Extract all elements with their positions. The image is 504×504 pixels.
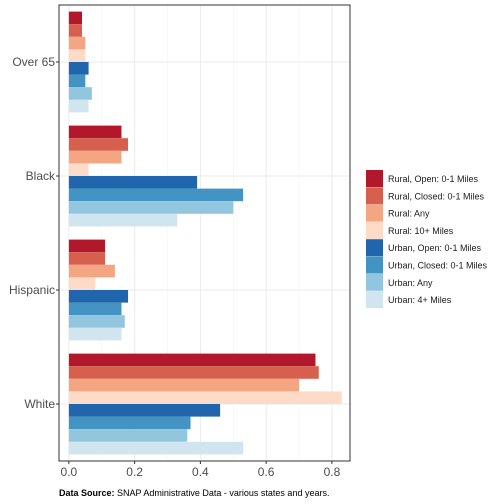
bar-white-1 (68, 366, 319, 379)
bar-white-2 (68, 378, 300, 392)
bar-over-65-1 (68, 24, 83, 37)
bar-black-5 (68, 188, 244, 202)
x-axis: 0.0 0.2 0.4 0.6 0.8 (61, 461, 341, 479)
bar-black-3 (68, 163, 89, 176)
bar-hispanic-4 (68, 290, 129, 303)
bar-over-65-6 (68, 87, 92, 100)
bar-black-4 (68, 176, 198, 189)
legend-label: Rural: Any (388, 209, 430, 219)
legend-label: Urban, Closed: 0-1 Miles (388, 261, 488, 271)
x-tick-label: 0.8 (324, 465, 341, 479)
y-tick-label: Black (26, 169, 56, 183)
x-tick-label: 0.4 (192, 465, 209, 479)
legend-label: Urban: 4+ Miles (388, 295, 452, 305)
bar-over-65-4 (68, 62, 89, 75)
bar-hispanic-7 (68, 327, 122, 341)
bar-white-7 (68, 441, 244, 455)
bar-hispanic-0 (68, 239, 106, 253)
legend-label: Rural, Open: 0-1 Miles (388, 174, 479, 184)
bar-black-1 (68, 138, 129, 151)
legend-key (366, 239, 383, 257)
legend-key (366, 221, 383, 239)
bar-white-5 (68, 416, 191, 430)
legend-key (366, 170, 383, 187)
bar-white-4 (68, 404, 221, 417)
bar-over-65-5 (68, 74, 86, 88)
bar-black-6 (68, 201, 234, 214)
bar-over-65-2 (68, 36, 86, 50)
y-axis: White Hispanic Black Over 65 (9, 55, 59, 411)
caption: Data Source: SNAP Administrative Data - … (59, 488, 329, 498)
bar-hispanic-2 (68, 264, 115, 278)
bar-white-3 (68, 391, 342, 404)
x-tick-label: 0.2 (126, 465, 143, 479)
legend-key (366, 256, 383, 274)
legend: Rural, Open: 0-1 Miles Rural, Closed: 0-1… (366, 170, 488, 309)
legend-key (366, 204, 383, 222)
y-tick-label: White (24, 397, 55, 411)
legend-label: Urban: Any (388, 278, 433, 288)
bar-black-2 (68, 150, 122, 164)
plot-border (58, 4, 351, 462)
legend-key (366, 291, 383, 309)
bar-hispanic-5 (68, 302, 122, 316)
x-tick-label: 0.0 (61, 465, 78, 479)
bar-black-7 (68, 213, 178, 227)
bar-over-65-0 (68, 11, 83, 25)
plot-frame (58, 4, 351, 462)
bar-over-65-7 (68, 99, 89, 113)
bar-black-0 (68, 125, 122, 139)
legend-key (366, 187, 383, 205)
bar-white-6 (68, 429, 188, 442)
legend-key (366, 273, 383, 291)
caption-text: SNAP Administrative Data - various state… (115, 488, 330, 498)
y-tick-label: Hispanic (9, 283, 55, 297)
legend-label: Rural: 10+ Miles (388, 226, 454, 236)
bar-hispanic-3 (68, 277, 96, 290)
bar-hispanic-6 (68, 315, 125, 328)
x-tick-label: 0.6 (258, 465, 275, 479)
bar-white-0 (68, 353, 316, 367)
legend-label: Rural, Closed: 0-1 Miles (388, 191, 485, 201)
bars (68, 11, 342, 455)
caption-bold: Data Source: (59, 488, 115, 498)
bar-over-65-3 (68, 49, 86, 62)
legend-label: Urban, Open: 0-1 Miles (388, 243, 482, 253)
y-tick-label: Over 65 (12, 55, 55, 69)
bar-hispanic-1 (68, 252, 106, 265)
